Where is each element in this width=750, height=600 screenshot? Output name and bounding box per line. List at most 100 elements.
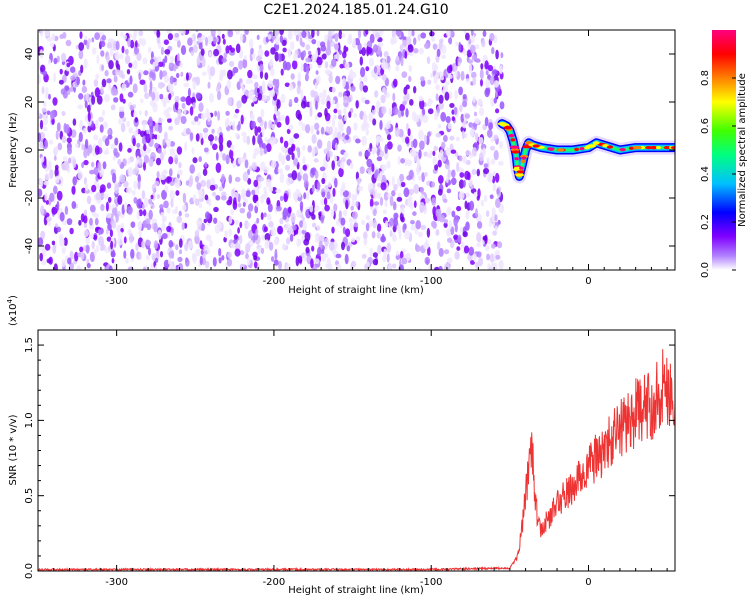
noise-speckle [102,161,107,170]
noise-speckle [490,158,496,165]
noise-speckle [381,62,388,71]
noise-speckle [235,43,241,54]
noise-speckle [162,138,166,146]
noise-speckle [328,241,335,251]
noise-speckle [72,176,77,186]
noise-speckle [455,41,459,47]
noise-speckle [100,184,106,193]
noise-speckle [470,30,474,36]
noise-speckle [239,207,246,214]
noise-speckle [91,161,95,168]
noise-speckle [450,149,457,154]
noise-speckle [400,181,406,188]
noise-speckle [463,49,468,56]
noise-speckle [224,230,228,239]
noise-speckle [274,248,278,258]
noise-speckle [43,126,48,132]
noise-speckle [326,100,331,110]
noise-speckle [141,190,146,200]
noise-speckle [160,82,166,88]
noise-speckle [50,42,55,48]
noise-speckle [399,250,404,260]
noise-speckle [453,65,457,71]
noise-speckle [376,223,382,232]
noise-speckle [471,168,477,175]
noise-speckle [358,151,363,157]
noise-speckle [83,229,90,237]
noise-speckle [499,65,503,75]
noise-speckle [296,209,302,218]
noise-speckle [190,120,197,126]
noise-speckle [112,172,117,184]
noise-speckle [242,86,246,94]
noise-speckle [56,226,62,233]
noise-speckle [166,207,171,214]
noise-speckle [74,143,79,148]
noise-speckle [85,92,90,101]
noise-speckle [290,73,295,80]
noise-speckle [302,50,307,58]
noise-speckle [101,34,107,41]
noise-speckle [458,41,462,53]
noise-speckle [91,240,95,250]
noise-speckle [221,191,227,197]
noise-speckle [249,38,254,49]
noise-speckle [338,91,343,98]
noise-speckle [95,119,99,129]
noise-speckle [66,218,73,226]
noise-speckle [253,255,258,261]
noise-speckle [143,83,148,93]
noise-speckle [441,89,447,94]
noise-speckle [399,44,404,52]
noise-speckle [184,242,189,252]
noise-speckle [174,32,180,38]
noise-speckle [234,30,241,35]
noise-speckle [411,30,415,37]
noise-speckle [383,150,389,160]
y-tick-label: 40 [24,48,35,61]
noise-speckle [169,55,174,63]
noise-speckle [291,152,295,161]
noise-speckle [174,100,179,110]
noise-speckle [353,113,358,118]
noise-speckle [144,110,148,117]
noise-speckle [115,213,119,223]
noise-speckle [369,188,376,195]
noise-speckle [440,141,446,150]
noise-speckle [212,257,217,267]
noise-speckle [263,212,267,218]
noise-speckle [263,226,268,233]
noise-speckle [336,102,340,110]
noise-speckle [426,56,431,65]
signal-peak [521,156,527,160]
noise-speckle [443,249,450,255]
noise-speckle [417,175,422,181]
noise-speckle [113,147,118,156]
noise-speckle [280,68,284,76]
noise-speckle [195,175,199,183]
noise-speckle [271,160,277,169]
noise-speckle [185,258,190,267]
noise-speckle [129,39,135,49]
noise-speckle [59,212,65,222]
noise-speckle [309,100,313,108]
noise-speckle [446,159,450,166]
signal-peak [663,146,671,150]
noise-speckle [364,237,367,246]
noise-speckle [273,30,280,37]
noise-speckle [61,52,67,63]
noise-speckle [134,40,138,48]
noise-speckle [202,71,207,76]
noise-speckle [408,64,413,73]
noise-speckle [164,49,171,55]
noise-speckle [210,30,216,38]
noise-speckle [225,45,230,54]
noise-speckle [275,188,282,194]
noise-speckle [444,263,450,270]
noise-speckle [221,195,227,201]
noise-speckle [221,254,225,261]
noise-speckle [282,47,287,53]
noise-speckle [434,164,439,171]
noise-speckle [117,231,123,239]
